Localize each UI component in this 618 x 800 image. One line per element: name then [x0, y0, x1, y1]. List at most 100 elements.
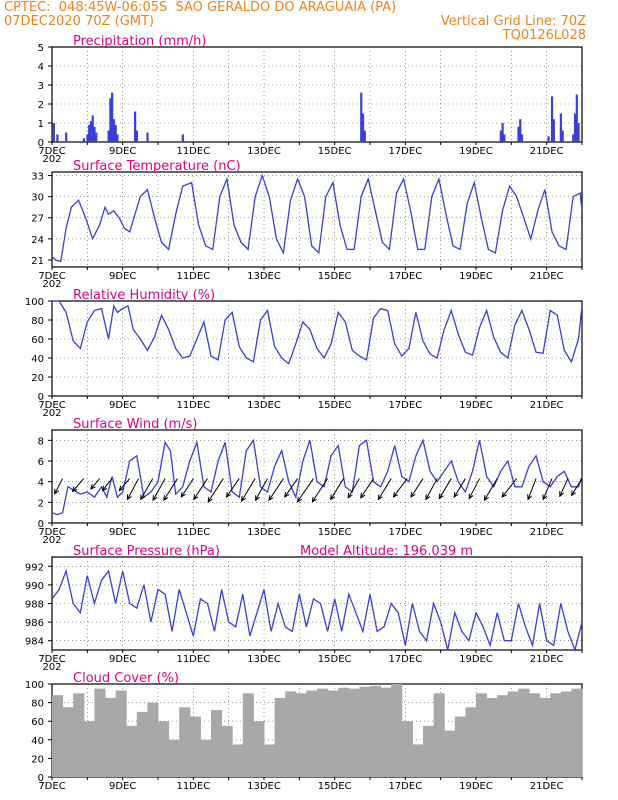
- y-tick-label: 40: [31, 354, 44, 365]
- x-tick-label: 7DEC: [38, 527, 65, 538]
- y-tick-label: 24: [31, 235, 44, 246]
- y-tick-label: 20: [31, 754, 44, 765]
- precip-bar: [361, 113, 365, 142]
- wind-arrow: [152, 478, 166, 501]
- y-tick-label: 30: [31, 193, 44, 204]
- precip-bar: [501, 123, 504, 142]
- precip-bar: [82, 138, 85, 142]
- x-tick-label: 13DEC: [247, 400, 281, 411]
- cloud-bar: [158, 721, 170, 777]
- wind-arrow: [207, 478, 224, 503]
- wind-arrow: [410, 478, 424, 498]
- x-tick-label: 15DEC: [318, 781, 352, 792]
- precip-bar: [499, 130, 502, 142]
- wind-arrow-head: [54, 488, 59, 495]
- precip-bar: [561, 130, 564, 142]
- precip-bar: [86, 134, 89, 142]
- series-line: [51, 173, 583, 263]
- precip-bar: [520, 134, 524, 142]
- y-tick-label: 6: [38, 457, 44, 468]
- cloud-bar: [306, 690, 318, 777]
- x-tick-label: 13DEC: [247, 781, 281, 792]
- x-year-label: 202: [42, 662, 61, 673]
- y-tick-label: 4: [38, 478, 44, 489]
- y-tick-label: 8: [38, 436, 44, 447]
- precip-bar: [52, 123, 55, 142]
- wind-arrow-head: [570, 490, 577, 497]
- x-tick-label: 11DEC: [176, 146, 210, 157]
- x-tick-label: 11DEC: [176, 271, 210, 282]
- x-tick-label: 13DEC: [247, 654, 281, 665]
- cloud-bar: [232, 744, 244, 777]
- precip-bar: [572, 134, 575, 142]
- x-tick-label: 11DEC: [176, 654, 210, 665]
- cloud-bar: [454, 716, 466, 777]
- panel-frame: [51, 46, 583, 143]
- wind-arrow: [425, 478, 438, 500]
- x-tick-label: 7DEC: [38, 146, 65, 157]
- cloud-bar: [264, 744, 276, 777]
- wind-arrow: [360, 478, 374, 499]
- precip-bar: [65, 132, 68, 142]
- precip-bar: [517, 126, 520, 142]
- wind-arrow-head: [225, 491, 232, 498]
- y-tick-label: 60: [31, 335, 44, 346]
- wind-arrow-head: [284, 491, 290, 498]
- cloud-bar: [423, 725, 435, 777]
- x-year-label: 202: [42, 535, 61, 546]
- x-tick-label: 15DEC: [318, 271, 352, 282]
- y-tick-label: 1: [38, 119, 44, 130]
- header-date: 07DEC2020 70Z (GMT): [4, 14, 155, 29]
- wind-arrow-head: [101, 485, 108, 492]
- x-tick-label: 9DEC: [109, 781, 136, 792]
- header-grid-line: Vertical Grid Line: 70Z: [440, 14, 586, 29]
- wind-arrow: [118, 478, 131, 491]
- y-tick-label: 40: [31, 736, 44, 747]
- cloud-bar: [327, 690, 339, 777]
- x-tick-label: 15DEC: [318, 527, 352, 538]
- y-tick-label: 0: [38, 138, 44, 149]
- panel-subtitle: Model Altitude: 196.039 m: [300, 544, 473, 559]
- x-tick-label: 21DEC: [530, 527, 564, 538]
- wind-arrow-head: [330, 494, 336, 501]
- x-tick-label: 7DEC: [38, 781, 65, 792]
- cloud-bar: [317, 688, 329, 777]
- precip-bar: [363, 130, 366, 142]
- precip-bar: [107, 130, 110, 142]
- wind-arrow-head: [377, 494, 383, 501]
- wind-arrow-head: [90, 484, 96, 490]
- x-tick-label: 9DEC: [109, 400, 136, 411]
- y-tick-label: 986: [25, 618, 44, 629]
- y-tick-label: 27: [31, 214, 44, 225]
- cloud-bar: [221, 725, 233, 777]
- cloud-bar: [391, 684, 403, 777]
- x-tick-label: 19DEC: [459, 781, 493, 792]
- cloud-bar: [401, 721, 413, 777]
- precip-bar: [519, 119, 522, 142]
- cloud-bar: [189, 716, 201, 777]
- cloud-bar: [52, 695, 64, 777]
- precip-bar: [146, 132, 149, 142]
- x-tick-label: 9DEC: [109, 146, 136, 157]
- y-tick-label: 80: [31, 316, 44, 327]
- precip-bar: [360, 92, 363, 142]
- wind-arrow: [54, 478, 64, 494]
- y-tick-label: 100: [25, 297, 44, 308]
- wind-arrow: [393, 478, 408, 498]
- panel-frame: [51, 429, 583, 524]
- wind-arrow-head: [559, 491, 565, 498]
- y-tick-label: 4: [38, 62, 44, 73]
- x-tick-label: 19DEC: [459, 527, 493, 538]
- cloud-bar: [571, 688, 583, 777]
- precip-bar: [88, 124, 91, 142]
- wind-arrow-head: [180, 491, 186, 498]
- header-line1: CPTEC: 048:45W-06:05S SAO GERALDO DO ARA…: [4, 0, 397, 15]
- x-tick-label: 13DEC: [247, 527, 281, 538]
- cloud-bar: [539, 697, 551, 777]
- cloud-bar: [179, 707, 191, 777]
- cloud-bar: [497, 695, 509, 777]
- wind-arrow-head: [193, 494, 199, 501]
- x-tick-label: 15DEC: [318, 654, 352, 665]
- cloud-bar: [168, 739, 180, 777]
- y-tick-label: 984: [25, 637, 44, 648]
